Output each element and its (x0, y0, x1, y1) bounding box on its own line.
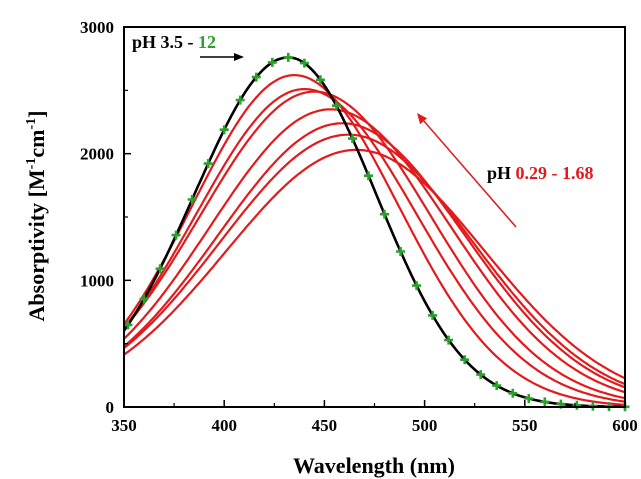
y-axis-title-end: ] (24, 111, 49, 118)
high-ph-marker-7 (219, 125, 229, 135)
arrow-low-ph (417, 113, 517, 228)
x-axis-title: Wavelength (nm) (293, 453, 455, 478)
y-tick-label-1000: 1000 (80, 271, 114, 290)
high-ph-marker-11 (283, 52, 293, 62)
high-ph-marker-15 (348, 134, 357, 144)
high-ph-marker-29 (572, 400, 582, 410)
curves-group (124, 56, 625, 407)
high-ph-marker-4 (171, 230, 181, 240)
annotation-high-ph: pH 3.5 - 12 (132, 32, 216, 52)
y-tick-label-3000: 3000 (80, 18, 114, 37)
low-ph-curve-6 (124, 133, 625, 386)
high-ph-marker-5 (187, 195, 197, 204)
high-ph-marker-9 (251, 72, 261, 82)
low-ph-curve-7 (124, 148, 625, 380)
y-axis-title-main: Absorptivity [M (24, 169, 49, 321)
high-ph-marker-13 (315, 75, 325, 85)
annotation-low-ph-prefix: pH (487, 163, 516, 183)
high-ph-marker-27 (540, 397, 550, 407)
annotation-high-ph-value: 12 (198, 32, 216, 52)
low-ph-curve-2 (124, 88, 625, 403)
annotation-low-ph-value: 0.29 - 1.68 (516, 163, 594, 183)
y-axis-title-mid: cm (24, 130, 49, 158)
high-ph-marker-10 (267, 57, 277, 67)
axes-group: 350 400 450 500 550 600 0 1000 2000 3000 (80, 18, 638, 435)
low-ph-curve-4 (124, 108, 625, 394)
annotation-low-ph: pH 0.29 - 1.68 (487, 163, 594, 183)
high-ph-marker-2 (139, 294, 149, 304)
x-tick-label-450: 450 (312, 416, 338, 435)
x-tick-label-500: 500 (412, 416, 438, 435)
markers-group (123, 52, 630, 412)
x-tick-label-600: 600 (612, 416, 638, 435)
high-ph-marker-3 (155, 264, 165, 274)
high-ph-marker-21 (444, 335, 454, 345)
high-ph-marker-26 (524, 394, 534, 403)
high-ph-marker-12 (299, 58, 309, 68)
high-ph-marker-18 (396, 247, 406, 256)
low-ph-curve-3 (124, 90, 625, 400)
low-ph-curve-5 (124, 122, 625, 389)
x-tick-label-550: 550 (512, 416, 538, 435)
high-ph-marker-25 (508, 388, 518, 398)
high-ph-marker-19 (412, 281, 422, 291)
high-ph-marker-24 (492, 381, 502, 391)
high-ph-marker-17 (380, 209, 389, 219)
y-tick-label-2000: 2000 (80, 145, 114, 164)
x-tick-label-350: 350 (111, 416, 137, 435)
high-ph-marker-8 (235, 95, 245, 105)
low-ph-curve-1 (124, 73, 625, 406)
high-ph-marker-20 (428, 310, 438, 320)
high-ph-marker-16 (364, 171, 373, 181)
high-ph-marker-14 (331, 101, 341, 111)
y-axis-title: Absorptivity [M-1cm-1] (24, 111, 49, 322)
high-ph-marker-22 (460, 355, 470, 365)
arrow-high-ph (200, 53, 244, 61)
y-axis-title-sup2: -1 (24, 118, 39, 130)
high-ph-marker-23 (476, 370, 486, 380)
high-ph-marker-6 (203, 159, 213, 169)
high-ph-curve (124, 56, 625, 407)
y-axis-title-sup1: -1 (24, 158, 39, 170)
y-tick-label-0: 0 (106, 398, 115, 417)
x-tick-label-400: 400 (211, 416, 237, 435)
annotation-high-ph-prefix: pH 3.5 - (132, 32, 198, 52)
